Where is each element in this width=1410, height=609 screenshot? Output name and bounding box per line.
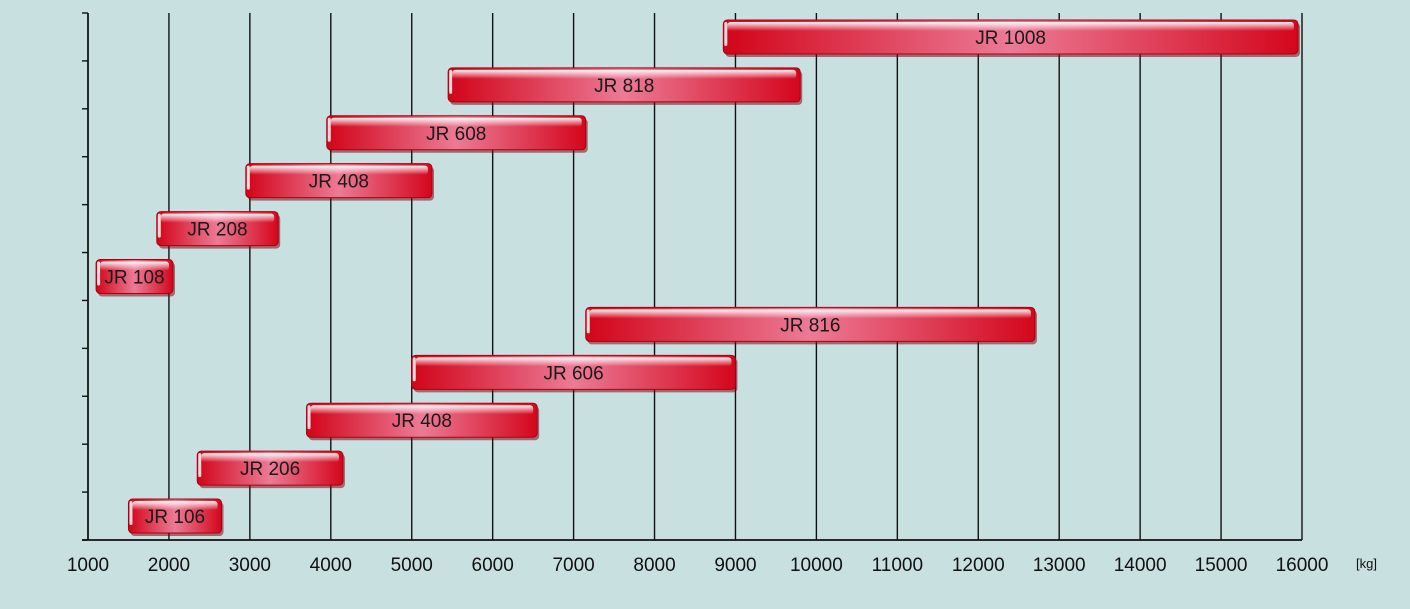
bar-label: JR 816: [780, 315, 840, 336]
bar-highlight: [330, 117, 582, 127]
x-unit-label: [kg]: [1356, 556, 1377, 571]
bar-jr-1008-0: JR 1008: [722, 19, 1300, 57]
bar-jr-206-9: JR 206: [196, 450, 345, 489]
bar-jr-208-4: JR 208: [156, 211, 281, 249]
x-tick-label-6000: 6000: [472, 555, 514, 576]
bar-label: JR 408: [392, 411, 452, 432]
bar-label: JR 206: [240, 459, 300, 480]
bar-jr-408-8: JR 408: [306, 402, 540, 441]
x-tick-label-7000: 7000: [552, 555, 594, 576]
bar-cap: [129, 501, 133, 526]
bar-jr-816-6: JR 816: [585, 306, 1037, 345]
bar-cap: [246, 165, 250, 190]
bar-cap: [586, 309, 590, 334]
bar-label: JR 606: [543, 363, 603, 384]
bar-jr-408-3: JR 408: [245, 163, 434, 201]
x-tick-label-16000: 16000: [1276, 555, 1329, 576]
bar-cap: [412, 357, 416, 382]
bar-jr-108-5: JR 108: [95, 259, 175, 297]
bar-label: JR 106: [145, 507, 205, 528]
x-tick-label-1000: 1000: [67, 555, 109, 576]
bar-cap: [97, 261, 101, 286]
bar-cap: [327, 117, 331, 142]
bar-label: JR 208: [187, 220, 247, 241]
bar-highlight: [415, 357, 732, 367]
bar-highlight: [249, 165, 428, 175]
x-tick-label-11000: 11000: [872, 555, 923, 576]
x-tick-label-3000: 3000: [229, 555, 271, 576]
bar-label: JR 818: [594, 76, 654, 97]
x-tick-label-15000: 15000: [1195, 555, 1248, 576]
bar-cap: [307, 405, 311, 430]
x-tick-label-9000: 9000: [714, 555, 756, 576]
x-tick-label-12000: 12000: [952, 555, 1005, 576]
bar-label: JR 108: [104, 268, 164, 289]
x-tick-label-10000: 10000: [790, 555, 843, 576]
x-tick-label-5000: 5000: [391, 555, 433, 576]
bar-label: JR 408: [309, 172, 369, 193]
bar-cap: [157, 213, 161, 238]
bars-layer: JR 1008 JR 818 JR 608 JR 408 JR 208 JR 108 JR …: [95, 19, 1300, 537]
bar-jr-106-10: JR 106: [127, 498, 224, 537]
bar-highlight: [100, 261, 169, 271]
x-axis: 1000 2000 3000 4000 5000 6000 7000 8000 9000 1000…: [67, 12, 1377, 576]
bar-highlight: [201, 453, 339, 463]
x-tick-label-14000: 14000: [1114, 555, 1167, 576]
x-tick-label-4000: 4000: [310, 555, 352, 576]
x-tick-label-8000: 8000: [633, 555, 675, 576]
bar-highlight: [160, 213, 275, 223]
bar-highlight: [589, 309, 1031, 319]
bar-highlight: [310, 405, 534, 415]
x-tick-label-2000: 2000: [148, 555, 190, 576]
x-tick-label-13000: 13000: [1033, 555, 1086, 576]
bar-highlight: [452, 69, 797, 79]
bar-label: JR 1008: [975, 28, 1046, 49]
bar-highlight: [727, 21, 1294, 31]
bar-jr-606-7: JR 606: [411, 354, 738, 393]
bar-cap: [198, 453, 202, 478]
bar-label: JR 608: [426, 124, 486, 145]
bar-highlight: [132, 501, 218, 511]
bar-jr-608-2: JR 608: [326, 115, 588, 153]
bar-cap: [449, 69, 453, 94]
bar-cap: [724, 21, 728, 46]
bar-jr-818-1: JR 818: [447, 67, 803, 105]
